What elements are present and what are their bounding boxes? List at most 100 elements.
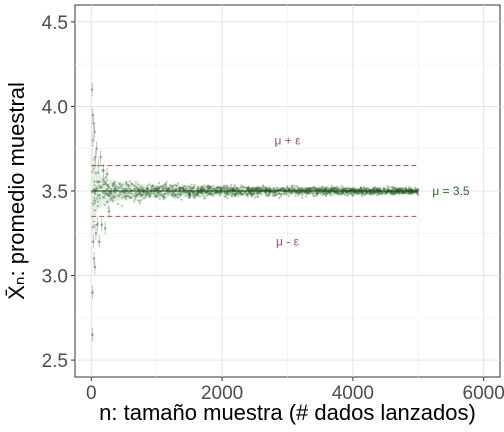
data-point bbox=[106, 184, 110, 188]
data-point bbox=[111, 200, 115, 203]
data-point bbox=[210, 192, 214, 196]
data-point bbox=[207, 187, 211, 191]
data-point bbox=[133, 188, 136, 191]
data-point bbox=[295, 191, 299, 194]
data-point bbox=[243, 185, 246, 189]
data-point bbox=[329, 187, 332, 190]
data-point bbox=[124, 188, 127, 191]
data-point bbox=[268, 191, 272, 194]
data-point bbox=[155, 194, 158, 197]
data-point bbox=[257, 195, 260, 198]
data-point bbox=[150, 192, 153, 195]
data-point bbox=[333, 188, 337, 191]
data-point bbox=[411, 191, 414, 194]
data-point bbox=[98, 193, 101, 197]
data-point bbox=[107, 186, 111, 190]
data-point bbox=[330, 187, 333, 191]
data-point bbox=[265, 194, 268, 197]
data-point bbox=[253, 196, 257, 199]
data-point bbox=[254, 187, 258, 190]
data-point bbox=[313, 188, 317, 191]
x-axis-ticks: 0 2000 4000 6000 bbox=[86, 377, 504, 404]
data-point bbox=[255, 192, 258, 195]
data-point bbox=[115, 185, 118, 188]
data-point bbox=[252, 192, 256, 195]
data-point bbox=[168, 187, 171, 191]
data-point bbox=[314, 188, 318, 191]
data-point bbox=[415, 191, 419, 194]
data-point bbox=[246, 186, 250, 189]
data-point bbox=[256, 185, 260, 189]
data-point bbox=[250, 192, 253, 196]
x-tick-label: 0 bbox=[86, 383, 97, 404]
data-point bbox=[236, 195, 240, 198]
data-point bbox=[282, 188, 285, 191]
data-point bbox=[411, 191, 415, 195]
data-point bbox=[293, 184, 296, 187]
data-point bbox=[280, 192, 283, 196]
data-point bbox=[130, 183, 133, 186]
data-point bbox=[96, 222, 99, 225]
data-point bbox=[111, 184, 115, 187]
data-point bbox=[118, 183, 122, 186]
data-point bbox=[133, 185, 137, 188]
data-point bbox=[340, 192, 343, 195]
data-point bbox=[267, 187, 270, 190]
data-point bbox=[382, 188, 385, 191]
data-point bbox=[289, 187, 292, 190]
data-point bbox=[113, 194, 116, 198]
data-point bbox=[135, 191, 138, 194]
data-point bbox=[256, 187, 259, 191]
data-point bbox=[363, 186, 366, 190]
data-point bbox=[357, 191, 360, 195]
data-point bbox=[410, 191, 413, 194]
data-point bbox=[326, 192, 329, 195]
data-point bbox=[173, 194, 177, 197]
data-point bbox=[121, 183, 124, 187]
data-point bbox=[122, 193, 125, 196]
data-point bbox=[404, 191, 407, 194]
data-point bbox=[161, 188, 165, 191]
data-point bbox=[95, 223, 99, 227]
data-point bbox=[98, 180, 102, 183]
data-point bbox=[94, 192, 97, 196]
data-point bbox=[392, 186, 395, 190]
data-point bbox=[353, 191, 356, 194]
data-point bbox=[92, 122, 95, 125]
data-point bbox=[225, 186, 228, 189]
data-point bbox=[170, 194, 174, 197]
data-point bbox=[169, 191, 172, 194]
x-tick-label: 2000 bbox=[201, 383, 243, 404]
data-point bbox=[316, 188, 320, 191]
data-point bbox=[165, 180, 168, 184]
data-point bbox=[182, 187, 185, 190]
data-point bbox=[373, 187, 377, 190]
data-point bbox=[407, 191, 410, 194]
data-point bbox=[153, 187, 157, 191]
data-point bbox=[297, 192, 300, 195]
data-point bbox=[152, 187, 155, 190]
data-point bbox=[278, 188, 282, 191]
data-point bbox=[297, 192, 300, 195]
data-point bbox=[324, 192, 328, 195]
data-point bbox=[396, 187, 400, 190]
data-point bbox=[91, 170, 94, 173]
data-point bbox=[139, 192, 142, 195]
data-point bbox=[340, 188, 344, 191]
data-point bbox=[125, 183, 128, 186]
data-point bbox=[368, 192, 372, 195]
data-point bbox=[407, 192, 411, 195]
data-point bbox=[391, 191, 395, 194]
data-point bbox=[195, 194, 199, 198]
data-point bbox=[219, 187, 223, 190]
x-tick-label: 4000 bbox=[332, 383, 374, 404]
annotation-mean-label: μ = 3.5 bbox=[432, 184, 470, 198]
data-point bbox=[268, 187, 271, 190]
data-point bbox=[136, 192, 140, 195]
data-point bbox=[120, 196, 124, 199]
data-point bbox=[409, 191, 412, 194]
data-point bbox=[241, 193, 244, 196]
data-point bbox=[109, 196, 113, 199]
data-point bbox=[401, 191, 404, 194]
data-point bbox=[246, 188, 249, 191]
